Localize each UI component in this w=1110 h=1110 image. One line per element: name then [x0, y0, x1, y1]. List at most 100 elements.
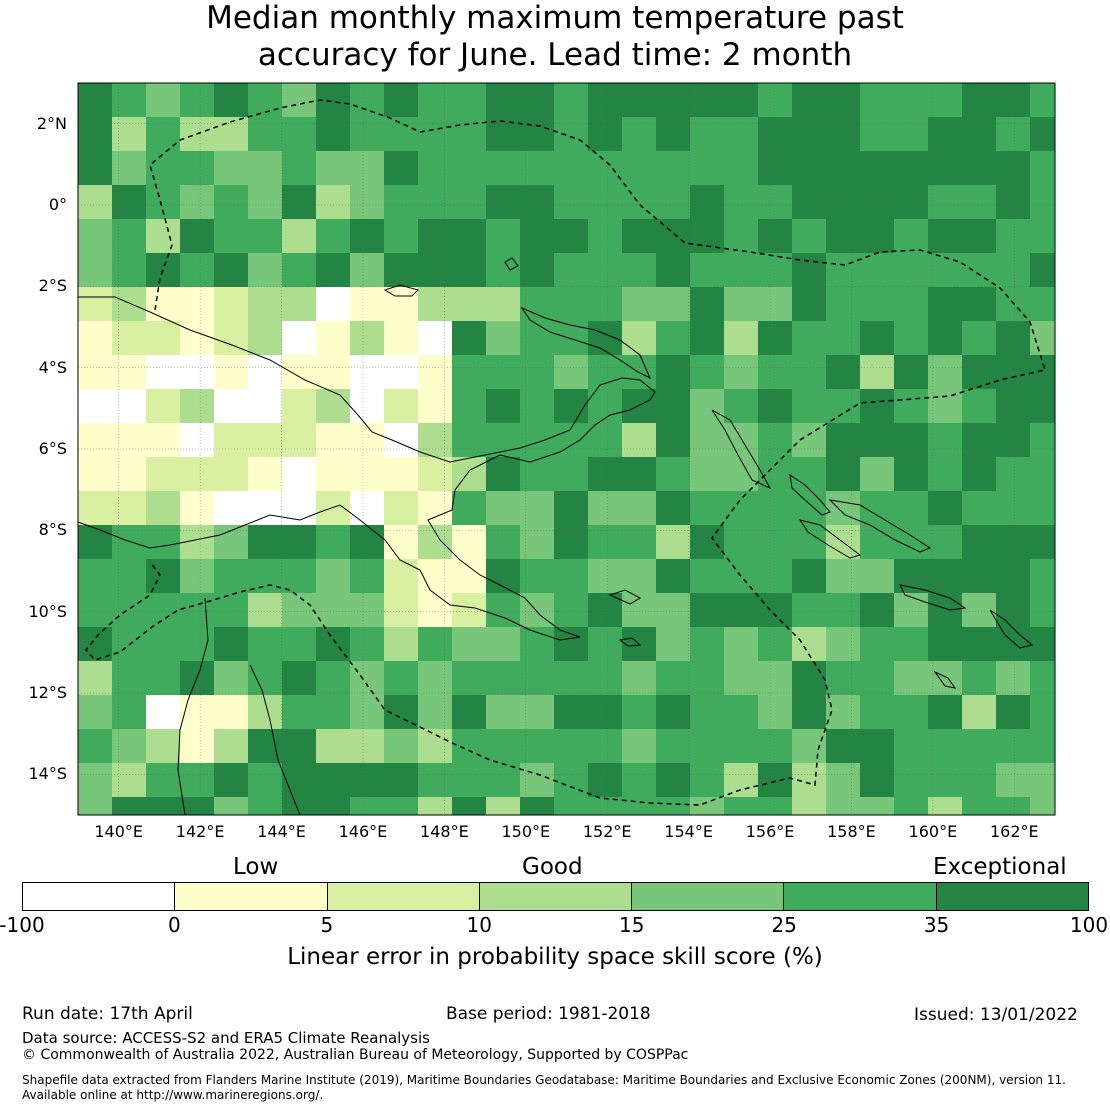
- skill-cell: [656, 389, 690, 423]
- skill-cell: [520, 797, 554, 815]
- skill-cell: [724, 423, 758, 457]
- skill-cell: [112, 321, 146, 355]
- skill-cell: [452, 117, 486, 151]
- skill-cell: [928, 219, 962, 253]
- skill-cell: [282, 219, 316, 253]
- skill-cell: [894, 627, 928, 661]
- skill-cell: [214, 423, 248, 457]
- skill-cell: [826, 627, 860, 661]
- skill-cell: [1030, 457, 1055, 491]
- skill-cell: [826, 423, 860, 457]
- skill-cell: [452, 525, 486, 559]
- skill-cell: [316, 423, 350, 457]
- skill-cell: [418, 219, 452, 253]
- skill-cell: [792, 219, 826, 253]
- skill-cell: [384, 525, 418, 559]
- skill-cell: [350, 219, 384, 253]
- skill-cell: [656, 151, 690, 185]
- skill-cell: [690, 661, 724, 695]
- skill-cell: [384, 117, 418, 151]
- skill-cell: [282, 593, 316, 627]
- skill-cell: [520, 491, 554, 525]
- skill-cell: [962, 389, 996, 423]
- skill-cell: [214, 151, 248, 185]
- skill-cell: [656, 185, 690, 219]
- skill-cell: [180, 423, 214, 457]
- skill-cell: [656, 797, 690, 815]
- skill-cell: [146, 151, 180, 185]
- skill-cell: [1030, 253, 1055, 287]
- skill-cell: [554, 355, 588, 389]
- skill-cell: [588, 729, 622, 763]
- skill-cell: [486, 559, 520, 593]
- skill-cell: [316, 797, 350, 815]
- skill-cell: [486, 525, 520, 559]
- skill-cell: [758, 83, 792, 117]
- skill-cell: [996, 695, 1030, 729]
- skill-cell: [758, 695, 792, 729]
- skill-cell: [690, 729, 724, 763]
- skill-cell: [78, 355, 112, 389]
- skill-cell: [962, 117, 996, 151]
- skill-cell: [724, 525, 758, 559]
- skill-cell: [350, 661, 384, 695]
- skill-cell: [724, 491, 758, 525]
- skill-cell: [724, 151, 758, 185]
- skill-cell: [350, 525, 384, 559]
- skill-cell: [860, 355, 894, 389]
- skill-cell: [282, 185, 316, 219]
- skill-cell: [112, 491, 146, 525]
- skill-cell: [724, 695, 758, 729]
- skill-cell: [894, 389, 928, 423]
- skill-cell: [928, 287, 962, 321]
- skill-cell: [758, 593, 792, 627]
- skill-cell: [928, 151, 962, 185]
- skill-cell: [860, 695, 894, 729]
- skill-cell: [622, 423, 656, 457]
- skill-cell: [214, 559, 248, 593]
- skill-cell: [1030, 525, 1055, 559]
- skill-cell: [350, 457, 384, 491]
- skill-cell: [554, 457, 588, 491]
- skill-cell: [554, 729, 588, 763]
- skill-cell: [316, 321, 350, 355]
- colorbar-segment: [23, 883, 176, 910]
- skill-cell: [418, 253, 452, 287]
- skill-cell: [826, 253, 860, 287]
- skill-cell: [724, 389, 758, 423]
- skill-cell: [452, 185, 486, 219]
- skill-cell: [928, 661, 962, 695]
- lon-tick-label: 160°E: [908, 822, 958, 841]
- skill-cell: [656, 457, 690, 491]
- skill-cell: [316, 491, 350, 525]
- skill-cell: [792, 389, 826, 423]
- skill-cell: [520, 151, 554, 185]
- skill-cell: [282, 661, 316, 695]
- skill-cell: [826, 559, 860, 593]
- skill-cell: [588, 83, 622, 117]
- skill-cell: [316, 593, 350, 627]
- skill-cell: [894, 219, 928, 253]
- skill-cell: [860, 763, 894, 797]
- skill-cell: [112, 593, 146, 627]
- skill-cell: [962, 695, 996, 729]
- skill-cell: [146, 423, 180, 457]
- skill-cell: [826, 593, 860, 627]
- skill-cell: [214, 491, 248, 525]
- skill-cell: [248, 185, 282, 219]
- skill-cell: [758, 253, 792, 287]
- skill-cell: [520, 763, 554, 797]
- skill-cell: [554, 593, 588, 627]
- skill-cell: [554, 695, 588, 729]
- skill-cell: [656, 491, 690, 525]
- skill-cell: [928, 593, 962, 627]
- skill-cell: [214, 287, 248, 321]
- skill-cell: [826, 117, 860, 151]
- skill-cell: [656, 593, 690, 627]
- skill-cell: [962, 355, 996, 389]
- skill-cell: [792, 355, 826, 389]
- skill-cell: [1030, 593, 1055, 627]
- skill-cell: [418, 355, 452, 389]
- skill-cell: [894, 355, 928, 389]
- skill-cell: [826, 151, 860, 185]
